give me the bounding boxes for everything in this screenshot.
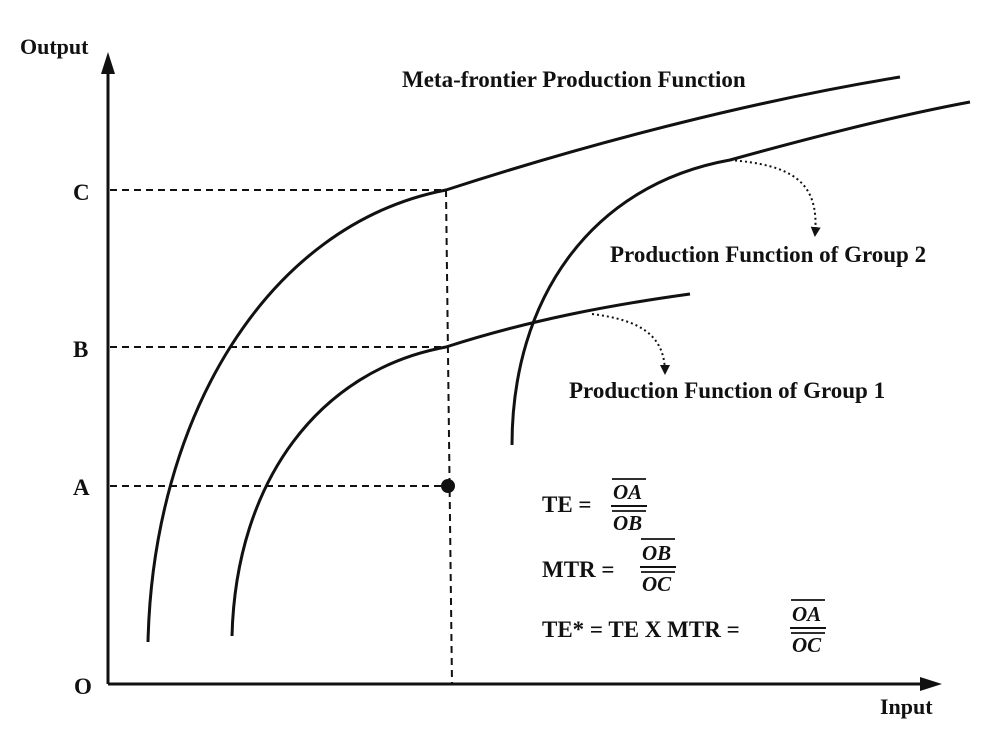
level-label-c: C <box>73 180 90 205</box>
origin-label: O <box>74 674 92 699</box>
meta-frontier-label: Meta-frontier Production Function <box>402 67 746 92</box>
te-denominator: OB <box>613 511 642 535</box>
curves <box>146 75 971 643</box>
dashed-vertical-line <box>445 189 453 685</box>
meta-frontier-curve <box>146 75 901 643</box>
group1-curve <box>230 292 691 637</box>
observed-point <box>441 479 455 493</box>
group2-label: Production Function of Group 2 <box>610 242 926 267</box>
axes <box>101 52 942 691</box>
x-axis-label: Input <box>880 694 933 719</box>
reference-lines <box>110 189 453 685</box>
te-lhs: TE = <box>542 492 592 517</box>
te-star-lhs: TE* = TE X MTR = <box>542 617 740 642</box>
x-axis-arrow-icon <box>920 677 942 691</box>
equations: TE = OA OB MTR = OB OC TE* = TE X MTR = … <box>542 478 826 657</box>
group2-curve <box>510 100 971 446</box>
te-numerator: OA <box>613 480 642 504</box>
level-label-a: A <box>73 475 90 500</box>
mtr-lhs: MTR = <box>542 557 615 582</box>
te-star-numerator: OA <box>792 602 821 626</box>
group2-leader-arrow <box>729 159 821 237</box>
level-label-b: B <box>73 337 88 362</box>
y-axis-label: Output <box>20 34 89 59</box>
y-axis-arrow-icon <box>101 52 115 74</box>
group1-leader-arrow <box>591 313 670 375</box>
mtr-denominator: OC <box>642 572 672 596</box>
te-star-denominator: OC <box>792 633 822 657</box>
mtr-numerator: OB <box>642 541 671 565</box>
group1-label: Production Function of Group 1 <box>569 378 885 403</box>
